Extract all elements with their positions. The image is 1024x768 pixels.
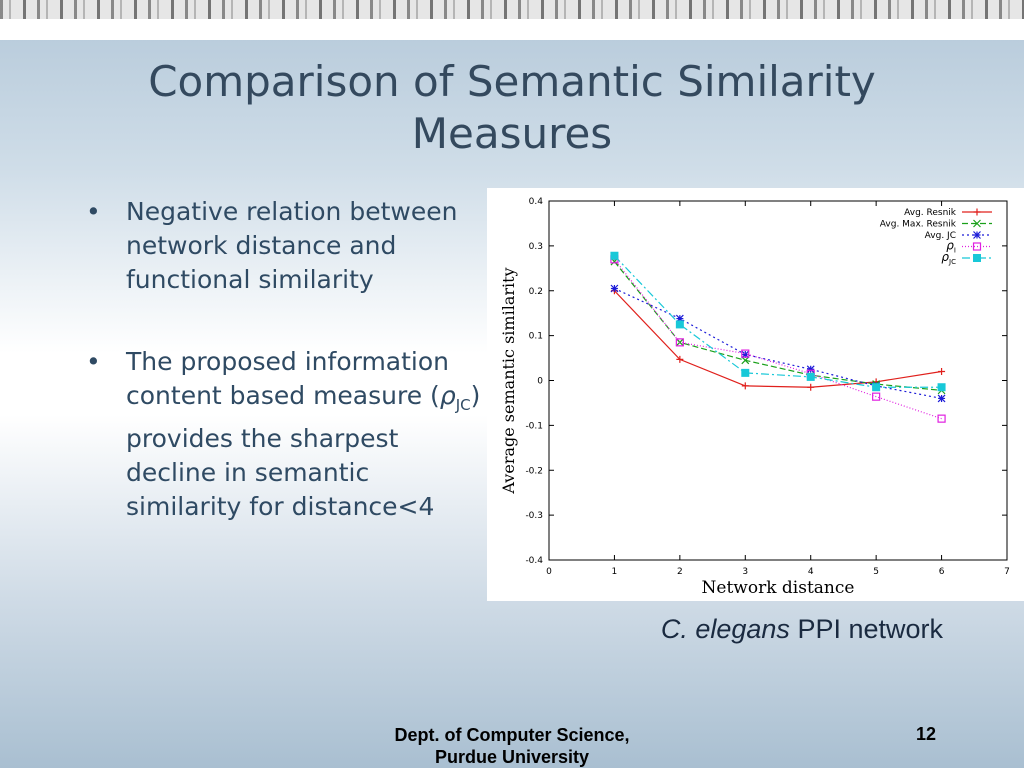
x-tick-label-7: 7 (1004, 567, 1010, 577)
data-point-s2-0 (610, 284, 619, 293)
legend-label-1: Avg. Max. Resnik (880, 220, 957, 230)
data-point-s2-1 (675, 314, 684, 323)
chart-caption: C. elegans PPI network (560, 614, 943, 645)
y-tick-label-5: -0.1 (525, 421, 543, 431)
data-point-s4-3 (806, 372, 815, 381)
bullet-text-2b: ) provides the sharpest decline in seman… (126, 381, 481, 521)
legend-marker-0 (973, 208, 981, 216)
bullet-item-2: The proposed information content based m… (84, 345, 484, 524)
x-tick-label-6: 6 (939, 567, 945, 577)
y-tick-label-4: 0 (537, 377, 543, 387)
footer-dept-line-1: Dept. of Computer Science, (394, 725, 630, 745)
bullet-text-1: Negative relation between network distan… (126, 197, 458, 294)
data-point-s4-0 (610, 251, 619, 260)
data-point-s3-4 (872, 392, 881, 401)
data-point-s4-4 (872, 383, 881, 392)
chart-panel: 0 1 2 3 4 5 6 7 0.4 0.3 0.2 0.1 0 -0.1 -0.2 -0.3 -0.4 Net… (487, 188, 1024, 601)
x-tick-label-2: 2 (677, 567, 683, 577)
similarity-line-chart: 0 1 2 3 4 5 6 7 0.4 0.3 0.2 0.1 0 -0.1 -0.2 -0.3 -0.4 Net… (499, 197, 1010, 598)
y-tick-label-2: 0.2 (529, 287, 543, 297)
series-line-1 (613, 261, 942, 391)
data-point-s1-2 (741, 356, 750, 365)
legend-label-4: ρJC (941, 250, 956, 266)
legend-marker-2 (973, 231, 981, 239)
rho-subscript: JC (455, 396, 471, 414)
y-tick-label-3: 0.1 (529, 332, 543, 342)
series-line-2 (614, 287, 942, 400)
caption-rest: PPI network (789, 614, 943, 644)
slide-title: Comparison of Semantic Similarity Measur… (148, 57, 876, 158)
data-point-s4-5 (937, 383, 946, 392)
y-tick-label-8: -0.4 (525, 556, 543, 566)
data-point-s2-3 (806, 365, 815, 374)
footer-dept-line-2: Purdue University (434, 747, 590, 767)
bullet-list: Negative relation between network distan… (84, 195, 484, 572)
y-tick-label-6: -0.2 (525, 466, 543, 476)
page-number: 12 (915, 724, 936, 744)
data-point-s3-2 (741, 349, 750, 358)
data-point-s0-2 (741, 382, 749, 390)
data-point-s4-1 (675, 320, 684, 329)
legend-label-3: ρI (946, 239, 956, 255)
x-axis-label: Network distance (702, 578, 855, 598)
data-point-s3-5 (937, 414, 946, 423)
x-tick-label-0: 0 (546, 567, 552, 577)
series-line-3 (613, 258, 942, 420)
y-tick-label-7: -0.3 (525, 511, 543, 521)
footer-department: Dept. of Computer Science, Purdue Univer… (330, 724, 694, 768)
x-tick-label-5: 5 (873, 567, 879, 577)
legend-label-0: Avg. Resnik (904, 208, 957, 218)
data-point-s4-2 (741, 368, 750, 377)
bullet-item-1: Negative relation between network distan… (84, 195, 484, 297)
y-tick-label-0: 0.4 (529, 197, 544, 207)
x-tick-label-4: 4 (808, 567, 814, 577)
legend-marker-1 (973, 219, 981, 228)
y-axis-label: Average semantic similarity (499, 267, 518, 494)
legend-marker-4 (973, 254, 981, 262)
data-point-s0-1 (676, 355, 684, 363)
rho-symbol: ρ (439, 381, 456, 410)
caption-species: C. elegans (660, 614, 790, 644)
legend-label-2: Avg. JC (925, 231, 956, 241)
bullet-text-2a: The proposed information content based m… (126, 347, 450, 410)
y-tick-label-1: 0.3 (529, 242, 543, 252)
data-point-s2-5 (937, 394, 946, 403)
series-line-4 (613, 255, 942, 388)
data-point-s2-2 (741, 350, 750, 359)
legend-marker-3 (972, 242, 982, 251)
decorative-header-bar (0, 0, 1024, 40)
data-point-s0-5 (938, 368, 946, 376)
data-point-s3-1 (675, 338, 684, 347)
data-point-s0-3 (807, 383, 815, 391)
x-tick-label-1: 1 (612, 567, 618, 577)
x-tick-label-3: 3 (742, 567, 748, 577)
series-line-0 (613, 290, 942, 388)
